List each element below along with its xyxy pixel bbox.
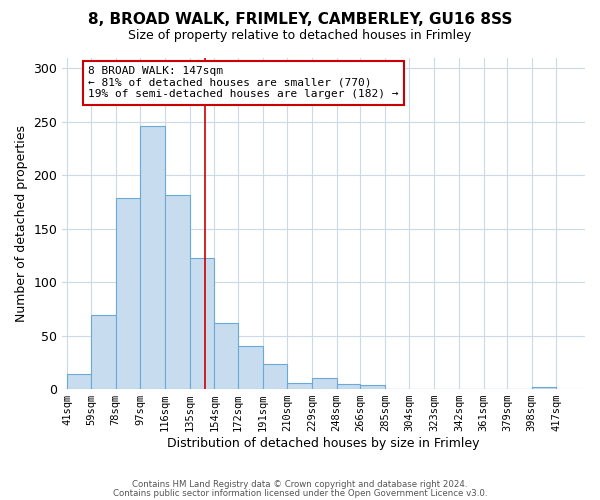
Bar	[360, 385, 385, 389]
Bar	[67, 374, 91, 389]
Bar	[214, 323, 238, 389]
Bar	[263, 364, 287, 389]
Text: Contains public sector information licensed under the Open Government Licence v3: Contains public sector information licen…	[113, 488, 487, 498]
Bar	[116, 198, 140, 389]
Bar	[312, 378, 337, 389]
Bar	[532, 387, 556, 389]
Bar	[238, 346, 263, 389]
Bar	[287, 382, 312, 389]
Y-axis label: Number of detached properties: Number of detached properties	[15, 125, 28, 322]
Bar	[91, 316, 116, 389]
Text: Size of property relative to detached houses in Frimley: Size of property relative to detached ho…	[128, 29, 472, 42]
X-axis label: Distribution of detached houses by size in Frimley: Distribution of detached houses by size …	[167, 437, 480, 450]
Bar	[337, 384, 360, 389]
Bar	[140, 126, 165, 389]
Text: 8, BROAD WALK, FRIMLEY, CAMBERLEY, GU16 8SS: 8, BROAD WALK, FRIMLEY, CAMBERLEY, GU16 …	[88, 12, 512, 28]
Bar	[190, 258, 214, 389]
Bar	[165, 196, 190, 389]
Text: Contains HM Land Registry data © Crown copyright and database right 2024.: Contains HM Land Registry data © Crown c…	[132, 480, 468, 489]
Text: 8 BROAD WALK: 147sqm
← 81% of detached houses are smaller (770)
19% of semi-deta: 8 BROAD WALK: 147sqm ← 81% of detached h…	[88, 66, 399, 100]
